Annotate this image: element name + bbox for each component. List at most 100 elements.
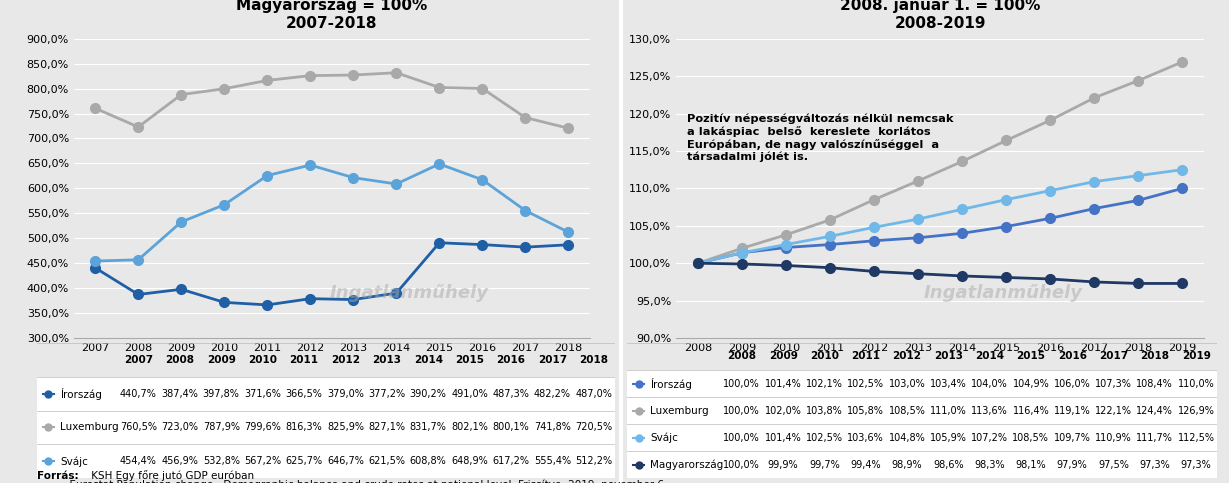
Text: 102,1%: 102,1% — [806, 379, 843, 388]
Text: 379,0%: 379,0% — [327, 389, 364, 398]
Text: 97,5%: 97,5% — [1097, 460, 1129, 469]
Text: 2011: 2011 — [852, 352, 880, 361]
Text: 2012: 2012 — [331, 355, 360, 365]
FancyBboxPatch shape — [37, 444, 614, 478]
FancyBboxPatch shape — [627, 370, 1217, 397]
Text: 2012: 2012 — [892, 352, 922, 361]
Text: 100,0%: 100,0% — [724, 379, 761, 388]
Text: 98,6%: 98,6% — [933, 460, 964, 469]
Text: 2017: 2017 — [1099, 352, 1128, 361]
FancyBboxPatch shape — [627, 451, 1217, 478]
Text: 103,4%: 103,4% — [930, 379, 967, 388]
Text: 103,0%: 103,0% — [889, 379, 925, 388]
Text: 101,4%: 101,4% — [764, 379, 801, 388]
Text: 103,8%: 103,8% — [806, 406, 843, 415]
Title: Egy főre jutó GDP, EUR
Magyarország = 100%
2007-2018: Egy főre jutó GDP, EUR Magyarország = 10… — [235, 0, 429, 30]
Text: 100,0%: 100,0% — [724, 460, 761, 469]
Text: 105,8%: 105,8% — [847, 406, 884, 415]
Text: 491,0%: 491,0% — [451, 389, 488, 398]
Text: 106,0%: 106,0% — [1053, 379, 1090, 388]
Text: 2008: 2008 — [166, 355, 194, 365]
Text: 107,2%: 107,2% — [971, 433, 1008, 442]
Text: 723,0%: 723,0% — [161, 423, 198, 432]
Text: 2009: 2009 — [768, 352, 798, 361]
Text: 2015: 2015 — [1016, 352, 1046, 361]
Text: 608,8%: 608,8% — [409, 456, 446, 466]
Text: 2018: 2018 — [1141, 352, 1169, 361]
FancyBboxPatch shape — [37, 377, 614, 411]
Text: 122,1%: 122,1% — [1095, 406, 1132, 415]
Text: 532,8%: 532,8% — [203, 456, 240, 466]
Text: 390,2%: 390,2% — [409, 389, 446, 398]
Text: 97,3%: 97,3% — [1139, 460, 1170, 469]
Text: 555,4%: 555,4% — [533, 456, 571, 466]
Text: 741,8%: 741,8% — [533, 423, 570, 432]
Text: 648,9%: 648,9% — [451, 456, 488, 466]
Text: 111,7%: 111,7% — [1137, 433, 1174, 442]
Text: 816,3%: 816,3% — [285, 423, 322, 432]
Text: 102,0%: 102,0% — [764, 406, 801, 415]
Text: 2016: 2016 — [497, 355, 526, 365]
Text: 108,5%: 108,5% — [1013, 433, 1050, 442]
Text: 97,9%: 97,9% — [1057, 460, 1088, 469]
Text: Forrás:: Forrás: — [37, 470, 79, 481]
Text: Ingatlanműhely: Ingatlanműhely — [329, 284, 489, 302]
Text: 397,8%: 397,8% — [203, 389, 240, 398]
Text: 2013: 2013 — [934, 352, 962, 361]
Text: 2019: 2019 — [1181, 352, 1211, 361]
Text: Luxemburg: Luxemburg — [60, 423, 119, 432]
FancyBboxPatch shape — [627, 397, 1217, 424]
Text: 100,0%: 100,0% — [724, 433, 761, 442]
Text: 827,1%: 827,1% — [369, 423, 406, 432]
Text: Írország: Írország — [650, 378, 692, 389]
Text: 825,9%: 825,9% — [327, 423, 364, 432]
Text: Pozitív népességváltozás nélkül nemcsak
a lakáspiac  belső  kereslete  korlátos
: Pozitív népességváltozás nélkül nemcsak … — [687, 114, 952, 162]
Text: Magyarország: Magyarország — [650, 459, 724, 470]
Text: 99,7%: 99,7% — [809, 460, 839, 469]
Text: 104,8%: 104,8% — [889, 433, 925, 442]
Text: 104,0%: 104,0% — [971, 379, 1008, 388]
FancyBboxPatch shape — [37, 411, 614, 444]
Text: 108,4%: 108,4% — [1137, 379, 1174, 388]
Text: Svájc: Svájc — [60, 456, 87, 467]
Text: 454,4%: 454,4% — [120, 456, 157, 466]
Text: 720,5%: 720,5% — [575, 423, 612, 432]
Text: 625,7%: 625,7% — [285, 456, 322, 466]
Text: 113,6%: 113,6% — [971, 406, 1008, 415]
Text: 2014: 2014 — [414, 355, 442, 365]
Text: 2013: 2013 — [372, 355, 402, 365]
Text: 102,5%: 102,5% — [847, 379, 884, 388]
Text: 2017: 2017 — [538, 355, 567, 365]
Text: 487,3%: 487,3% — [493, 389, 530, 398]
Text: 100,0%: 100,0% — [724, 406, 761, 415]
Text: 2018: 2018 — [579, 355, 608, 365]
Text: 97,3%: 97,3% — [1181, 460, 1212, 469]
Text: Ingatlanműhely: Ingatlanműhely — [924, 284, 1083, 302]
Text: 105,9%: 105,9% — [930, 433, 967, 442]
Text: 2014: 2014 — [975, 352, 1004, 361]
Text: 366,5%: 366,5% — [285, 389, 322, 398]
Text: 2008: 2008 — [728, 352, 756, 361]
Text: 98,1%: 98,1% — [1015, 460, 1046, 469]
Text: 799,6%: 799,6% — [245, 423, 281, 432]
Text: 2010: 2010 — [248, 355, 277, 365]
Text: 456,9%: 456,9% — [161, 456, 198, 466]
Text: 482,2%: 482,2% — [533, 389, 571, 398]
Text: 567,2%: 567,2% — [245, 456, 281, 466]
Text: 646,7%: 646,7% — [327, 456, 364, 466]
Text: 119,1%: 119,1% — [1053, 406, 1090, 415]
Text: 2015: 2015 — [455, 355, 484, 365]
Text: 787,9%: 787,9% — [203, 423, 240, 432]
Text: 621,5%: 621,5% — [369, 456, 406, 466]
Text: 617,2%: 617,2% — [493, 456, 530, 466]
Text: Svájc: Svájc — [650, 432, 678, 443]
Text: 487,0%: 487,0% — [575, 389, 612, 398]
Text: 802,1%: 802,1% — [451, 423, 488, 432]
Text: 116,4%: 116,4% — [1013, 406, 1050, 415]
Text: 99,9%: 99,9% — [768, 460, 799, 469]
Text: 800,1%: 800,1% — [493, 423, 530, 432]
Text: 2011: 2011 — [290, 355, 318, 365]
Text: 377,2%: 377,2% — [369, 389, 406, 398]
Text: 101,4%: 101,4% — [764, 433, 801, 442]
FancyBboxPatch shape — [627, 424, 1217, 451]
